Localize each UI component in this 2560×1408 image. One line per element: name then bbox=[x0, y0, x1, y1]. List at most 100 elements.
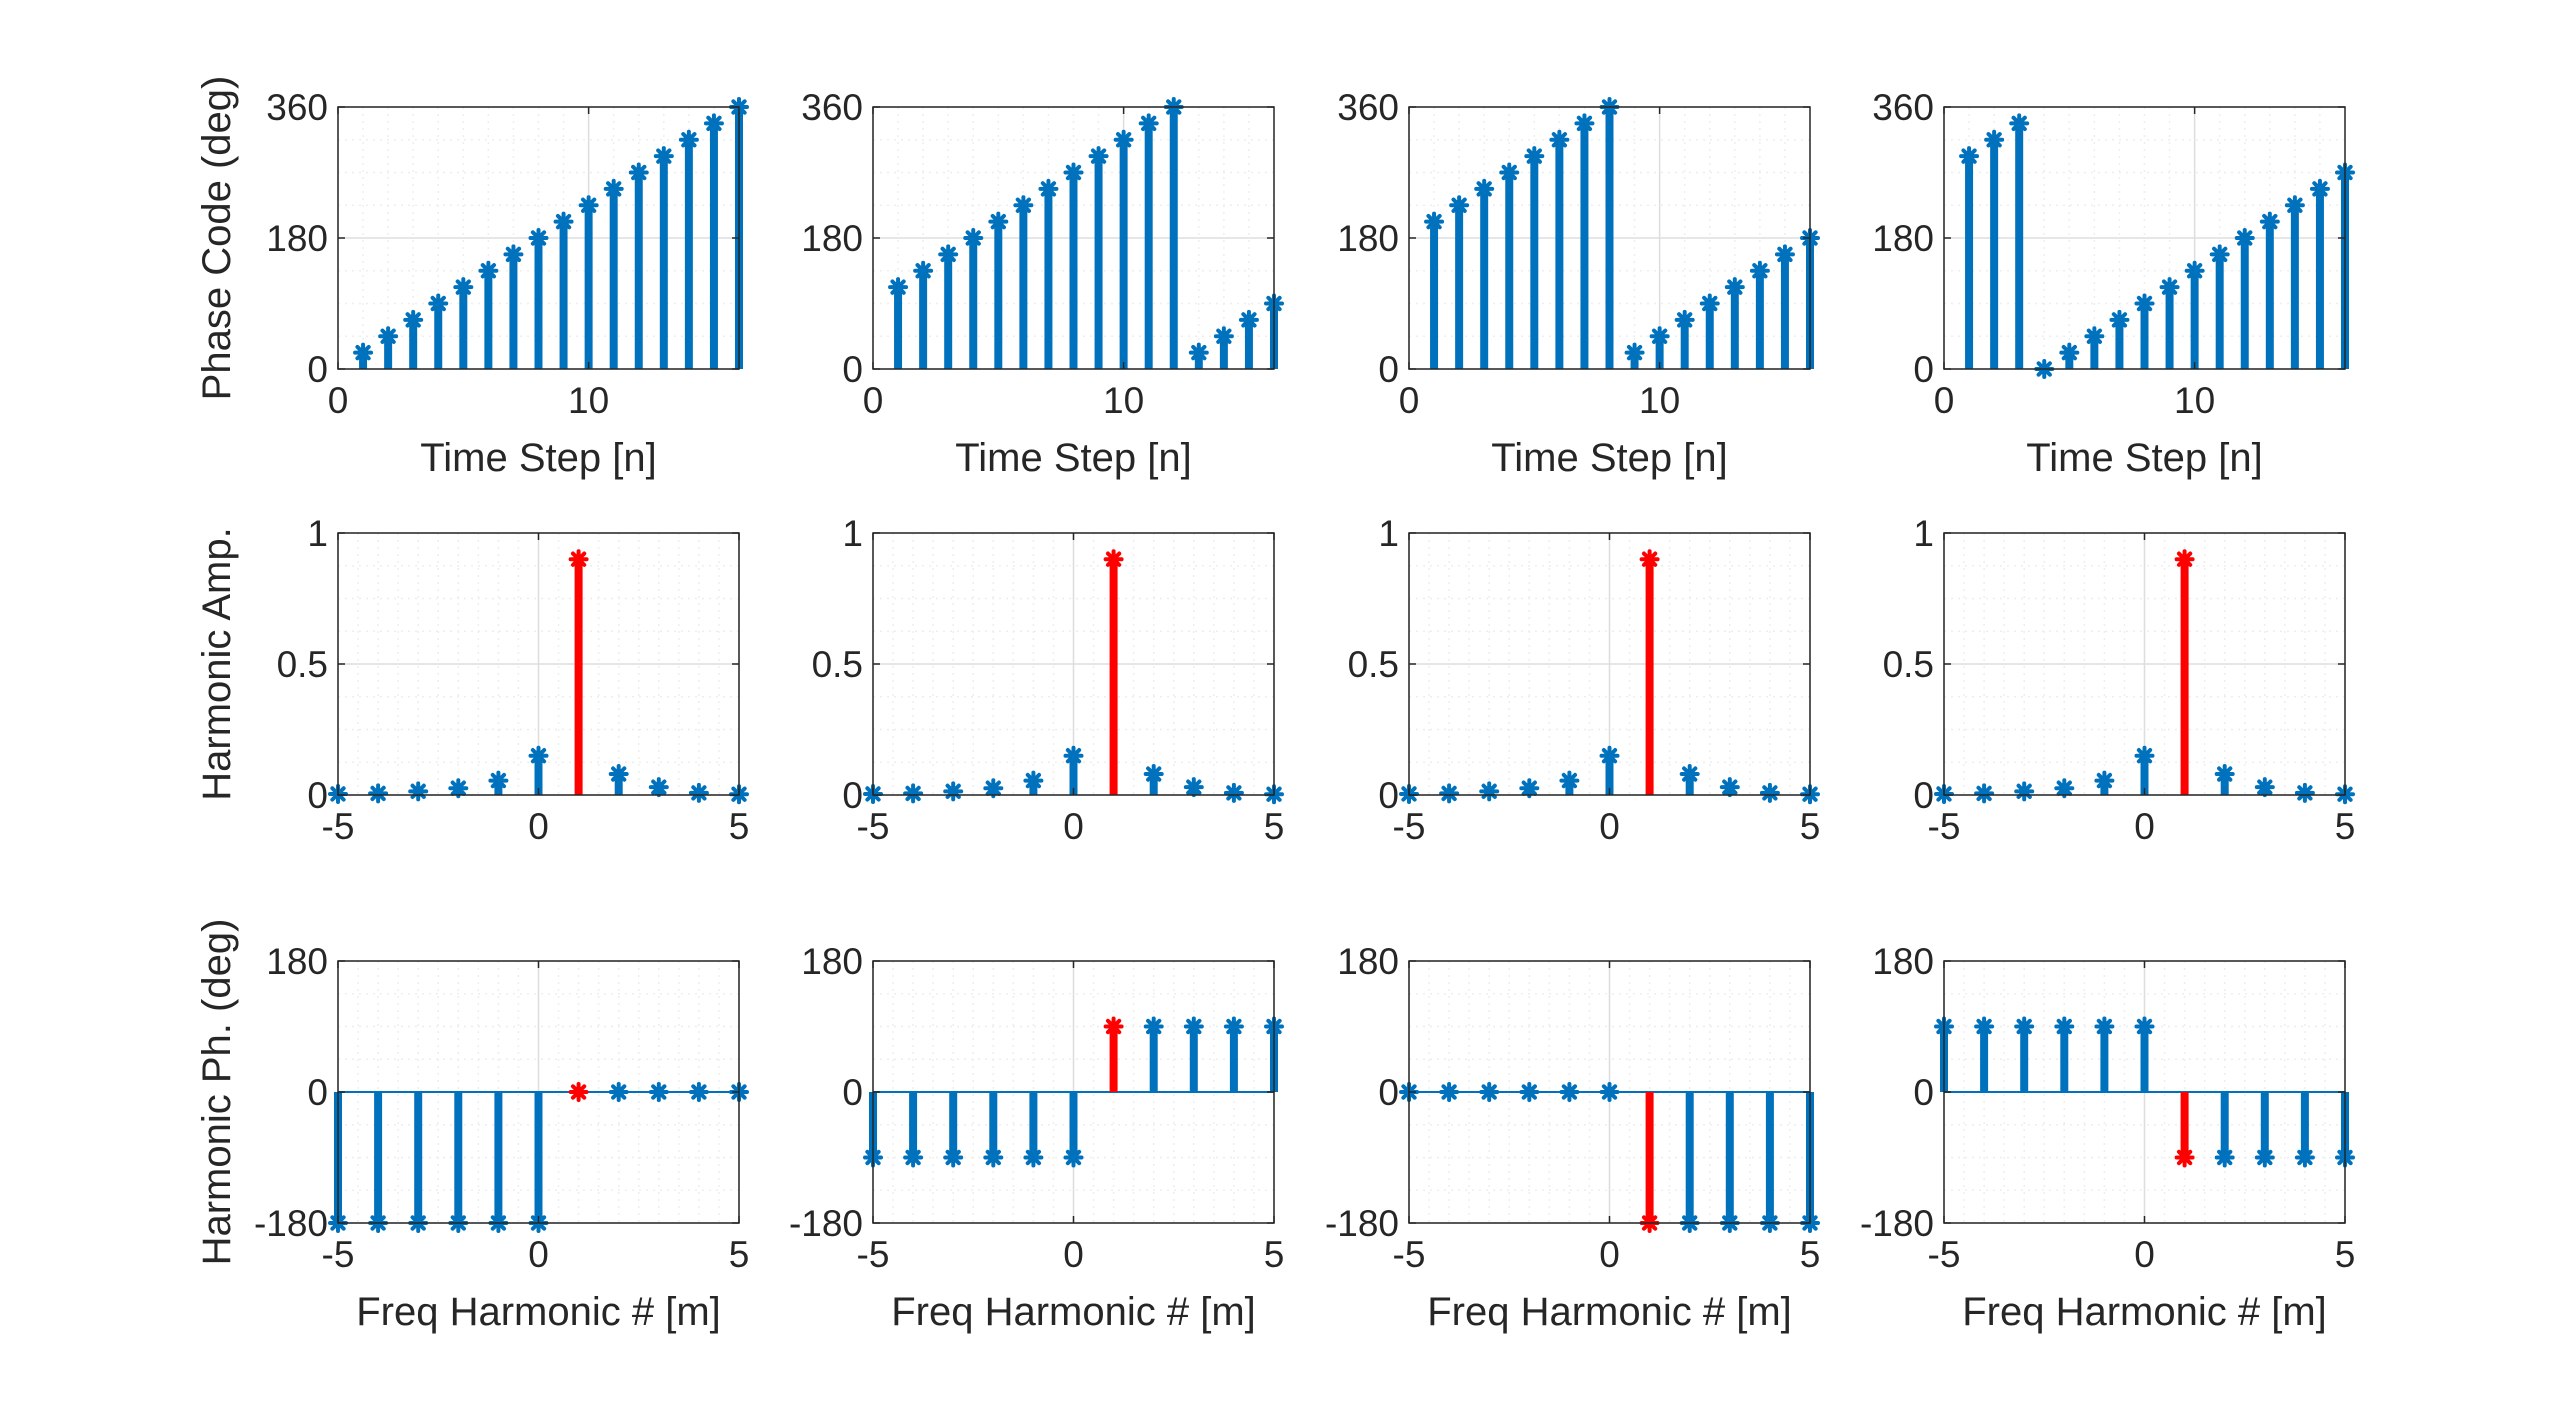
stem-marker bbox=[903, 783, 924, 804]
stem-marker bbox=[528, 228, 549, 248]
x-tick-label: -5 bbox=[857, 1234, 890, 1275]
stem-marker bbox=[488, 770, 509, 791]
stem-marker bbox=[983, 778, 1004, 799]
stem-marker bbox=[1449, 195, 1470, 216]
y-tick-label: 360 bbox=[801, 87, 863, 128]
stem-marker bbox=[688, 1082, 709, 1102]
stem-marker bbox=[553, 211, 574, 232]
y-tick-label: 0 bbox=[1378, 1072, 1399, 1113]
x-axis-label: Freq Harmonic # [m] bbox=[891, 1290, 1256, 1334]
stem-marker bbox=[983, 1147, 1004, 1168]
stem-marker bbox=[478, 260, 499, 281]
x-tick-label: -5 bbox=[1393, 806, 1426, 847]
x-tick-label: 0 bbox=[1934, 380, 1955, 421]
stem-marker bbox=[988, 211, 1009, 232]
y-tick-label: 180 bbox=[1337, 218, 1399, 259]
stem-marker bbox=[1479, 781, 1500, 802]
stem-marker bbox=[378, 326, 399, 347]
stem-marker bbox=[648, 1082, 669, 1102]
stem-marker bbox=[2054, 778, 2075, 799]
x-tick-label: 0 bbox=[1599, 806, 1620, 847]
x-tick-label: 5 bbox=[729, 806, 750, 847]
stem-marker bbox=[2134, 745, 2155, 766]
stem-marker bbox=[1063, 745, 1084, 766]
stem-marker bbox=[503, 244, 524, 265]
x-tick-label: -5 bbox=[1928, 806, 1961, 847]
y-tick-label: 1 bbox=[307, 513, 328, 554]
stem-marker bbox=[528, 745, 549, 766]
y-tick-label: 0 bbox=[1913, 349, 1934, 390]
y-tick-label: -180 bbox=[789, 1203, 863, 1244]
stem-marker bbox=[1674, 309, 1695, 330]
stem-marker bbox=[2259, 211, 2280, 232]
stem-marker bbox=[2309, 178, 2330, 199]
y-tick-label: 1 bbox=[1913, 513, 1934, 554]
y-tick-label: 1 bbox=[1378, 513, 1399, 554]
stem-marker bbox=[648, 777, 669, 798]
stem-marker bbox=[2094, 1016, 2115, 1037]
stem-marker bbox=[1213, 326, 1234, 347]
stem-marker bbox=[1103, 549, 1124, 570]
stem-marker bbox=[578, 195, 599, 216]
x-tick-label: 5 bbox=[1800, 1234, 1821, 1275]
stem-marker bbox=[1023, 770, 1044, 791]
stem-marker bbox=[2174, 1147, 2195, 1168]
stem-marker bbox=[1549, 129, 1570, 150]
x-axis-label: Time Step [n] bbox=[2026, 436, 2262, 480]
x-tick-label: 0 bbox=[1063, 1234, 1084, 1275]
stem-marker bbox=[943, 1147, 964, 1168]
subplot-r3-c3: -5 0 5 -180 0 180 Freq Harmonic # [m] bbox=[1325, 941, 1820, 1334]
stem-marker bbox=[1519, 1082, 1540, 1102]
y-tick-label: 0 bbox=[1378, 775, 1399, 816]
x-tick-label: -5 bbox=[1928, 1234, 1961, 1275]
y-tick-label: -180 bbox=[1325, 1203, 1399, 1244]
stem-marker bbox=[1774, 244, 1795, 265]
stem-marker bbox=[2134, 293, 2155, 314]
stem-marker bbox=[1699, 293, 1720, 314]
y-tick-label: 0 bbox=[842, 775, 863, 816]
x-tick-label: -5 bbox=[322, 806, 355, 847]
y-axis-label: Harmonic Ph. (deg) bbox=[195, 919, 239, 1266]
y-tick-label: -180 bbox=[254, 1203, 328, 1244]
y-tick-label: 180 bbox=[266, 941, 328, 982]
stem-marker bbox=[568, 1082, 589, 1102]
subplot-r2-c3: -5 0 500.51 bbox=[1348, 513, 1821, 847]
stem-marker bbox=[2254, 777, 2275, 798]
y-tick-label: 0 bbox=[1913, 775, 1934, 816]
stem-marker bbox=[2234, 228, 2255, 248]
x-tick-label: 0 bbox=[2134, 1234, 2155, 1275]
stem-marker bbox=[2059, 342, 2080, 363]
stem-marker bbox=[1559, 770, 1580, 791]
stem-marker bbox=[1519, 778, 1540, 799]
y-axis-label: Harmonic Amp. bbox=[195, 527, 239, 800]
subplot-r1-c4: 0 10 0 180 360 Time Step [n] bbox=[1872, 87, 2355, 480]
stem-marker bbox=[2109, 309, 2130, 330]
stem-marker bbox=[1559, 1082, 1580, 1102]
x-tick-label: 10 bbox=[1103, 380, 1144, 421]
stem-marker bbox=[2214, 764, 2235, 785]
stem-marker bbox=[1679, 764, 1700, 785]
stem-marker bbox=[1639, 549, 1660, 570]
stem-marker bbox=[1724, 277, 1745, 298]
x-tick-label: 10 bbox=[2174, 380, 2215, 421]
x-tick-label: 0 bbox=[1063, 806, 1084, 847]
x-tick-label: 5 bbox=[1800, 806, 1821, 847]
stem-marker bbox=[2134, 1016, 2155, 1037]
stem-marker bbox=[2009, 113, 2030, 134]
x-axis-label: Freq Harmonic # [m] bbox=[1962, 1290, 2327, 1334]
stem-marker bbox=[1524, 146, 1545, 167]
stem-marker bbox=[1424, 211, 1445, 232]
stem-marker bbox=[2294, 782, 2315, 803]
stem-marker bbox=[1749, 260, 1770, 281]
stem-marker bbox=[1143, 764, 1164, 785]
x-tick-label: 5 bbox=[1264, 1234, 1285, 1275]
stem-marker bbox=[1439, 1082, 1460, 1102]
stem-marker bbox=[2014, 781, 2035, 802]
y-tick-label: 180 bbox=[1872, 218, 1934, 259]
stem-marker bbox=[1649, 326, 1670, 347]
subplot-r3-c1: -5 0 5 -180 0 180 Freq Harmonic # [m] Harmonic … bbox=[195, 919, 749, 1334]
stem-marker bbox=[1063, 162, 1084, 183]
subplot-r2-c4: -5 0 500.51 bbox=[1883, 513, 2356, 847]
